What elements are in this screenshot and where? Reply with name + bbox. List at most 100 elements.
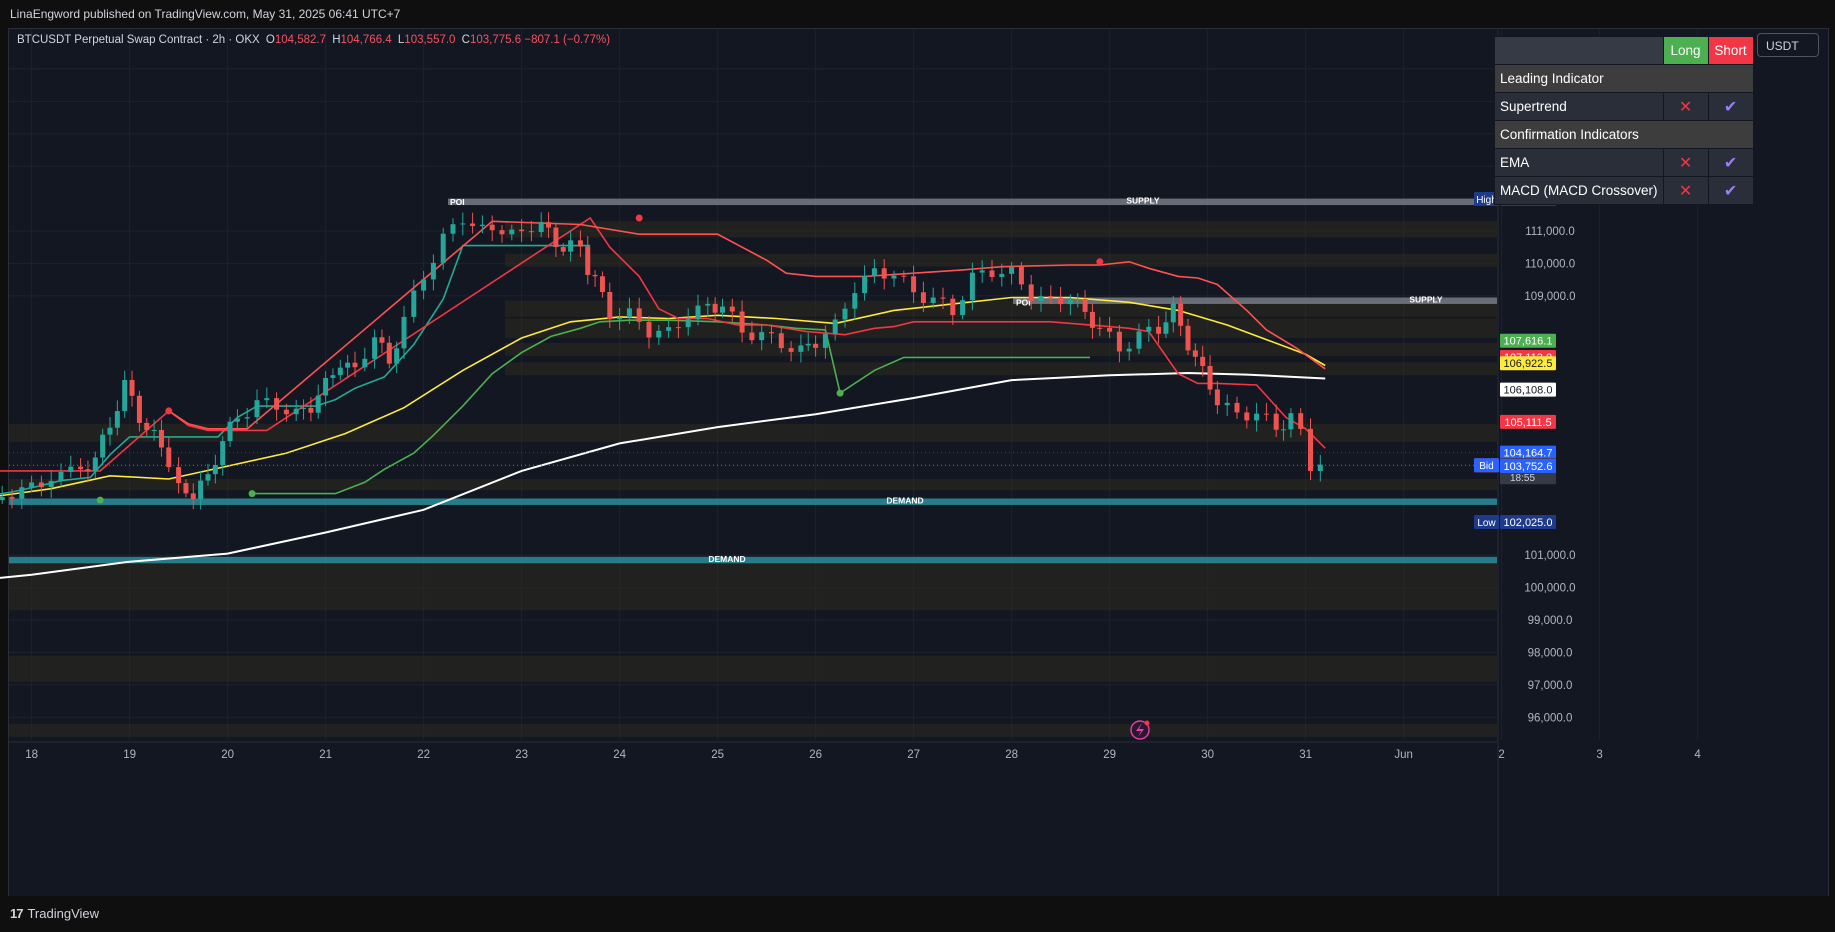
candle[interactable] xyxy=(394,348,400,364)
candle[interactable] xyxy=(592,274,598,277)
candle[interactable] xyxy=(1192,350,1198,357)
candle[interactable] xyxy=(136,395,142,423)
candle[interactable] xyxy=(979,270,985,273)
candle[interactable] xyxy=(176,467,182,484)
candle[interactable] xyxy=(345,362,351,368)
candle[interactable] xyxy=(1288,413,1294,430)
candle[interactable] xyxy=(264,398,270,401)
candle[interactable] xyxy=(798,345,804,352)
candle[interactable] xyxy=(920,292,926,303)
candle[interactable] xyxy=(166,447,172,468)
candle[interactable] xyxy=(352,362,358,368)
candle[interactable] xyxy=(1038,296,1044,301)
candle[interactable] xyxy=(546,222,552,228)
candle[interactable] xyxy=(960,300,966,316)
candle[interactable] xyxy=(78,466,84,470)
candle[interactable] xyxy=(1200,356,1206,367)
candle[interactable] xyxy=(538,222,544,233)
candle[interactable] xyxy=(607,291,613,320)
candle[interactable] xyxy=(68,466,74,472)
candle[interactable] xyxy=(144,422,150,431)
candle[interactable] xyxy=(234,418,240,422)
candle[interactable] xyxy=(989,270,995,277)
candle[interactable] xyxy=(38,482,44,488)
candle[interactable] xyxy=(1234,402,1240,413)
candle[interactable] xyxy=(822,333,828,348)
candle[interactable] xyxy=(254,400,260,418)
candle[interactable] xyxy=(778,333,784,349)
candle[interactable] xyxy=(440,233,446,263)
candle[interactable] xyxy=(1254,413,1260,421)
candle[interactable] xyxy=(842,308,848,320)
candle[interactable] xyxy=(599,276,605,292)
candle[interactable] xyxy=(1178,303,1184,326)
candle[interactable] xyxy=(950,298,956,316)
candle[interactable] xyxy=(489,224,495,231)
candle[interactable] xyxy=(705,303,711,306)
candle[interactable] xyxy=(813,343,819,348)
candle[interactable] xyxy=(190,493,196,500)
candle[interactable] xyxy=(58,471,64,481)
candle[interactable] xyxy=(411,290,417,317)
candle[interactable] xyxy=(1170,303,1176,323)
candle[interactable] xyxy=(479,224,485,227)
candle[interactable] xyxy=(212,465,218,475)
candle[interactable] xyxy=(1298,413,1304,429)
candle[interactable] xyxy=(852,293,858,309)
candle[interactable] xyxy=(114,411,120,428)
candle[interactable] xyxy=(1146,326,1152,332)
candle[interactable] xyxy=(107,427,113,435)
candle[interactable] xyxy=(308,407,314,413)
candle[interactable] xyxy=(969,272,975,301)
candle[interactable] xyxy=(509,229,515,235)
candle[interactable] xyxy=(788,348,794,352)
candle[interactable] xyxy=(528,231,534,233)
candle[interactable] xyxy=(1126,348,1132,352)
candle[interactable] xyxy=(1185,325,1191,351)
candle[interactable] xyxy=(749,332,755,341)
candle[interactable] xyxy=(450,224,456,234)
candle[interactable] xyxy=(1207,366,1213,390)
candle[interactable] xyxy=(1273,413,1279,430)
candle[interactable] xyxy=(1163,322,1169,334)
candle[interactable] xyxy=(220,441,226,466)
candle[interactable] xyxy=(519,229,525,232)
candle[interactable] xyxy=(9,496,15,499)
candle[interactable] xyxy=(1028,284,1034,301)
candle[interactable] xyxy=(1214,389,1220,406)
candle[interactable] xyxy=(1089,311,1095,328)
candle[interactable] xyxy=(675,327,681,329)
candle[interactable] xyxy=(617,317,623,320)
candle[interactable] xyxy=(1018,266,1024,285)
candle[interactable] xyxy=(560,247,566,252)
candle[interactable] xyxy=(244,417,250,419)
candle[interactable] xyxy=(379,337,385,343)
candle[interactable] xyxy=(100,434,106,458)
candle[interactable] xyxy=(198,480,204,500)
candle[interactable] xyxy=(881,268,887,279)
candle[interactable] xyxy=(720,306,725,313)
candle[interactable] xyxy=(626,308,632,318)
candle[interactable] xyxy=(151,429,157,431)
candle[interactable] xyxy=(48,480,54,488)
currency-selector-button[interactable]: USDT xyxy=(1757,33,1819,57)
candle[interactable] xyxy=(19,487,25,499)
candle[interactable] xyxy=(301,407,307,409)
candle[interactable] xyxy=(577,240,583,247)
candle[interactable] xyxy=(1224,402,1230,406)
candle[interactable] xyxy=(585,246,591,275)
candle[interactable] xyxy=(227,421,233,442)
candle[interactable] xyxy=(729,306,735,312)
candle[interactable] xyxy=(470,223,476,227)
candle[interactable] xyxy=(636,308,642,322)
candle[interactable] xyxy=(901,275,907,277)
candle[interactable] xyxy=(1067,299,1073,305)
candle[interactable] xyxy=(769,332,774,334)
candle[interactable] xyxy=(832,319,838,334)
candle[interactable] xyxy=(891,275,897,279)
candle[interactable] xyxy=(283,409,289,415)
candle[interactable] xyxy=(739,311,745,333)
candle[interactable] xyxy=(1317,464,1323,472)
candle[interactable] xyxy=(0,496,5,501)
candle[interactable] xyxy=(386,342,392,364)
